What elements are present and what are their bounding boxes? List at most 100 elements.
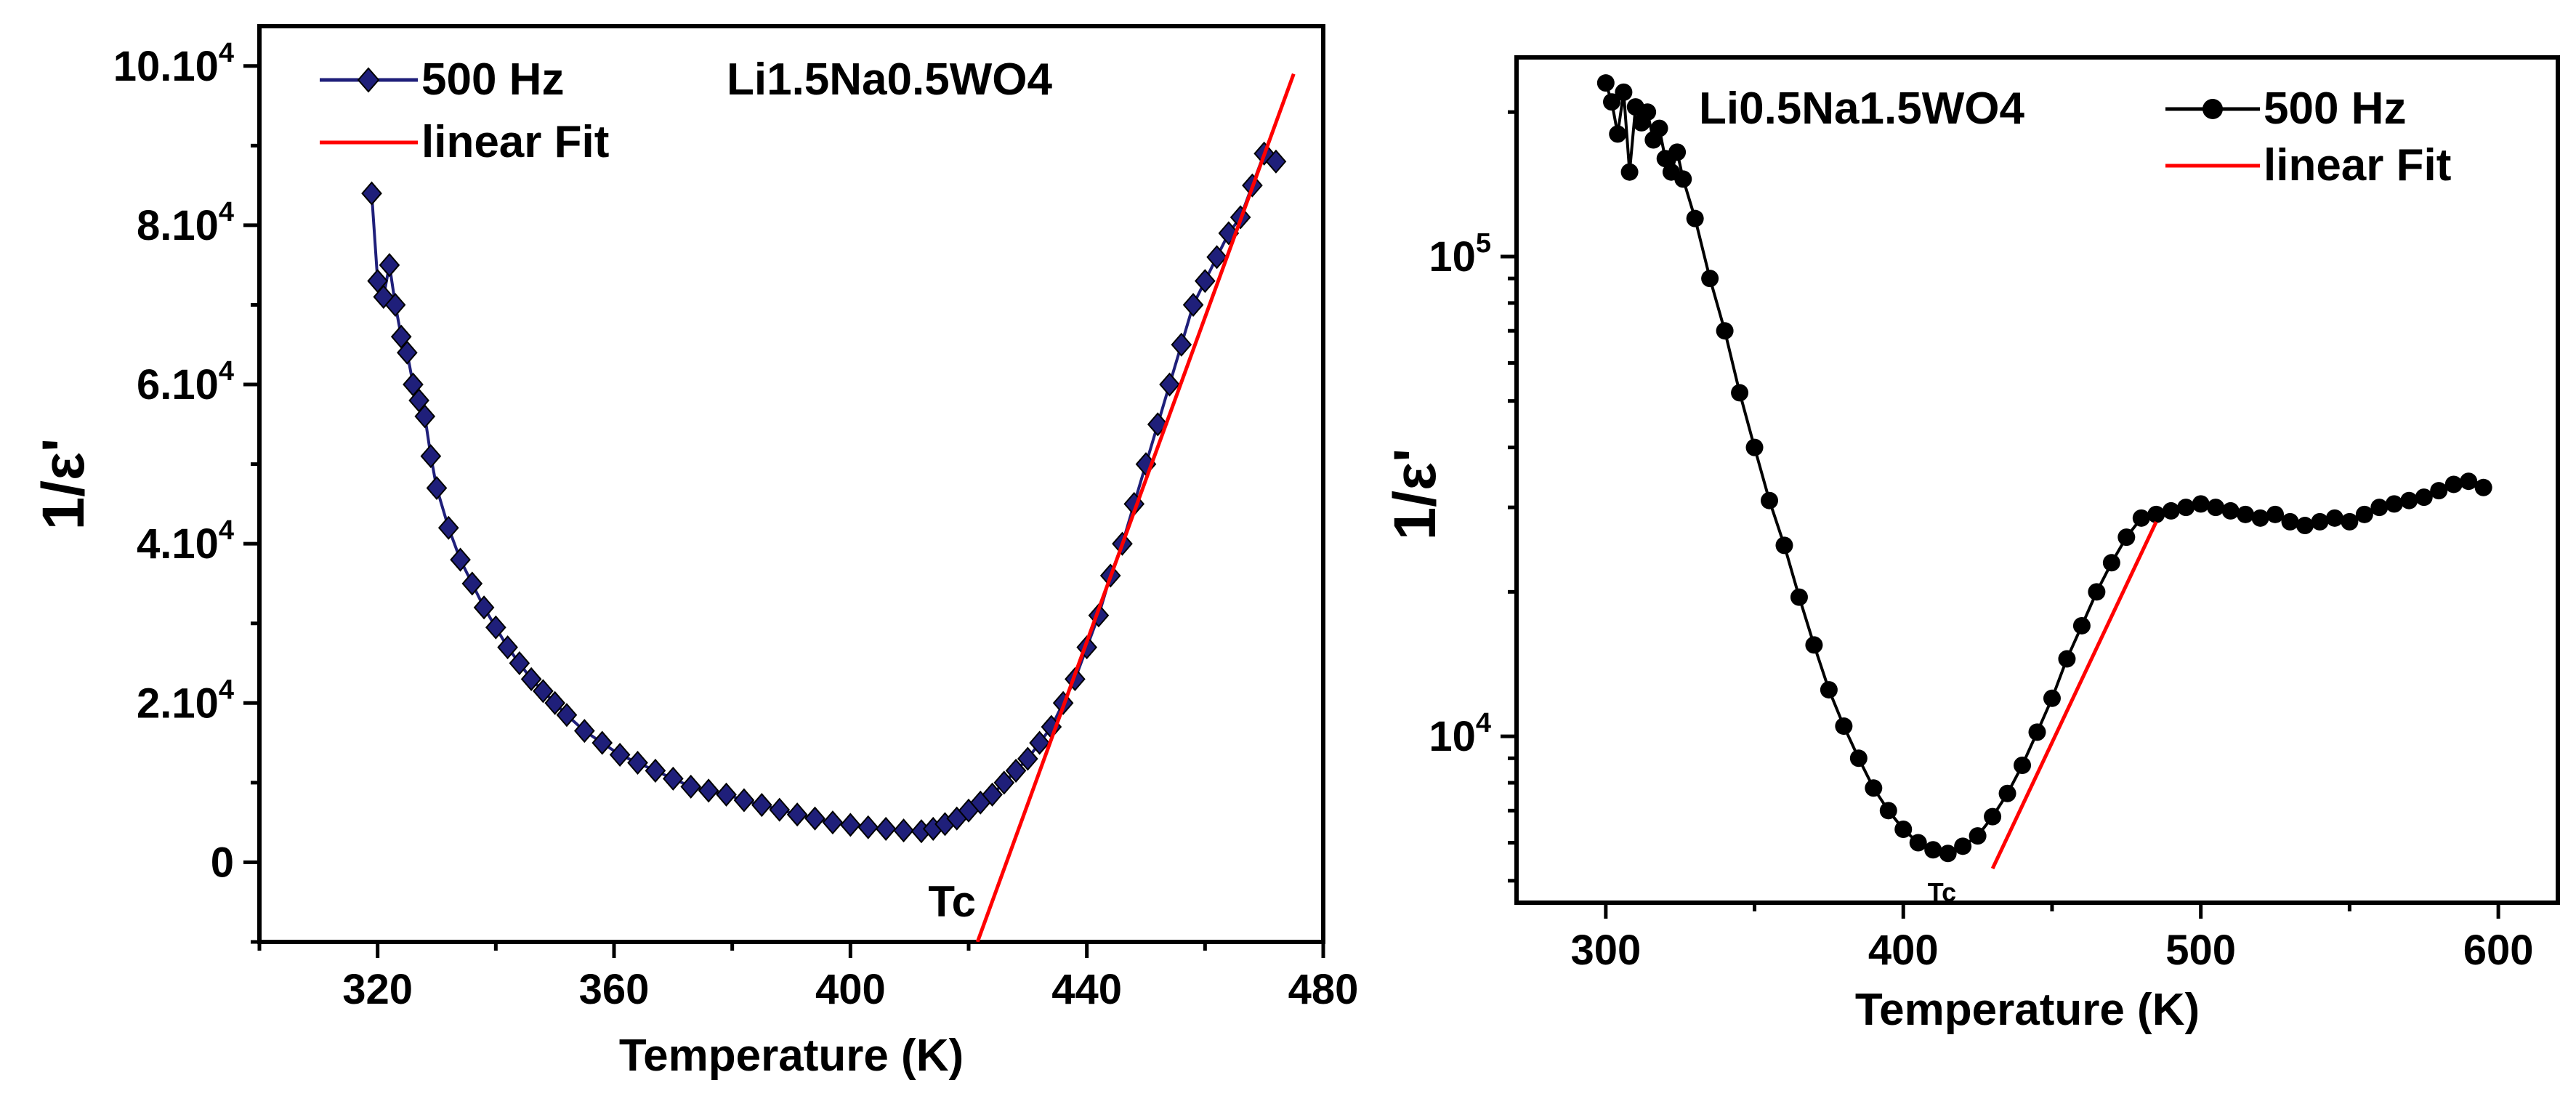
data-point — [857, 815, 879, 839]
data-point — [2400, 491, 2418, 509]
data-point — [2311, 512, 2329, 531]
data-point — [591, 730, 613, 755]
data-point — [875, 816, 897, 841]
data-point — [2370, 499, 2389, 517]
data-point — [786, 802, 808, 827]
x-tick-label: 600 — [2463, 927, 2534, 974]
linear-fit-line — [1990, 520, 2158, 870]
data-point — [2325, 509, 2343, 527]
data-point — [520, 666, 542, 691]
data-point — [822, 810, 844, 835]
data-point — [2460, 472, 2478, 491]
data-point — [1998, 784, 2016, 802]
data-point — [1775, 536, 1793, 555]
x-tick-label: 400 — [815, 966, 886, 1013]
data-point — [2162, 501, 2180, 520]
y-tick-label: 8.104 — [137, 197, 234, 249]
data-point — [509, 650, 530, 676]
y-tick-label: 0 — [211, 839, 234, 886]
plot-frame — [257, 24, 1325, 944]
data-point — [497, 635, 518, 660]
y-tick-label: 6.104 — [137, 356, 234, 408]
data-point — [414, 404, 436, 429]
data-point — [574, 719, 595, 744]
legend-circle-marker — [2202, 99, 2223, 119]
y-axis-title: 1/ε' — [1382, 448, 1448, 541]
data-point — [1650, 119, 1668, 137]
data-point — [1969, 827, 1987, 845]
data-point — [1639, 103, 1657, 121]
data-point — [397, 340, 418, 365]
data-point — [2296, 517, 2314, 535]
data-point — [384, 292, 406, 318]
data-point — [2117, 528, 2136, 547]
data-point — [2102, 554, 2120, 572]
chart-left: 320 360 400 440 480 0 2.104 4.104 6.104 8.104 10.1… — [31, 24, 1359, 1081]
data-point — [2072, 616, 2091, 634]
data-point — [1029, 730, 1050, 755]
data-point — [1620, 163, 1639, 181]
y-tick-label: 10.104 — [113, 38, 234, 90]
data-point — [1716, 322, 1734, 340]
data-point — [2147, 505, 2165, 523]
data-point — [716, 782, 737, 807]
series-line — [1604, 82, 2484, 855]
data-point — [2207, 499, 2225, 517]
data-point — [2474, 478, 2492, 496]
data-point — [426, 475, 448, 501]
data-point — [437, 515, 459, 540]
data-point — [751, 793, 772, 818]
data-point — [2088, 583, 2106, 601]
linear-fit-line — [975, 73, 1296, 942]
data-point — [1939, 845, 1957, 863]
data-point — [533, 679, 554, 704]
data-point — [1674, 170, 1692, 188]
data-point — [680, 774, 702, 799]
data-point — [733, 788, 755, 813]
data-point — [1005, 758, 1027, 783]
legend: 500 Hz linear Fit — [320, 55, 609, 167]
data-point — [993, 770, 1015, 795]
data-point — [361, 181, 382, 206]
data-point — [698, 778, 719, 803]
data-point — [2266, 505, 2285, 523]
data-point — [2430, 482, 2448, 500]
y-axis-title: 1/ε' — [31, 438, 97, 531]
data-point — [1849, 749, 1868, 767]
data-point — [1805, 636, 1823, 654]
data-point — [373, 284, 395, 310]
data-point — [645, 758, 666, 783]
data-point — [2132, 509, 2150, 527]
data-point — [2281, 512, 2299, 531]
data-point — [1820, 681, 1838, 699]
data-point — [1865, 779, 1883, 797]
data-point — [2028, 723, 2046, 741]
chart-title: Li0.5Na1.5WO4 — [1699, 84, 2024, 134]
data-point — [485, 615, 506, 640]
data-point — [2043, 689, 2061, 707]
x-axis-title: Temperature (K) — [619, 1031, 964, 1081]
data-point — [544, 690, 565, 715]
data-point — [1088, 603, 1110, 628]
x-tick-label: 400 — [1868, 927, 1939, 974]
data-point — [473, 595, 495, 620]
data-point — [2237, 505, 2255, 523]
data-point — [840, 813, 861, 837]
data-point — [2355, 505, 2373, 523]
data-point — [1731, 384, 1749, 402]
data-point — [2058, 650, 2076, 668]
data-point — [804, 806, 825, 831]
data-point — [2221, 501, 2240, 520]
x-tick-label: 480 — [1288, 966, 1359, 1013]
data-point — [2192, 495, 2210, 513]
data-point — [1761, 491, 1779, 509]
data-point — [1954, 837, 1972, 855]
data-point — [1017, 746, 1038, 771]
y-tick-label: 4.104 — [137, 515, 234, 568]
legend-label-linear-fit: linear Fit — [2264, 140, 2451, 190]
data-point — [982, 782, 1003, 807]
data-point — [2385, 495, 2403, 513]
data-point — [461, 571, 483, 596]
data-point — [2014, 756, 2032, 774]
